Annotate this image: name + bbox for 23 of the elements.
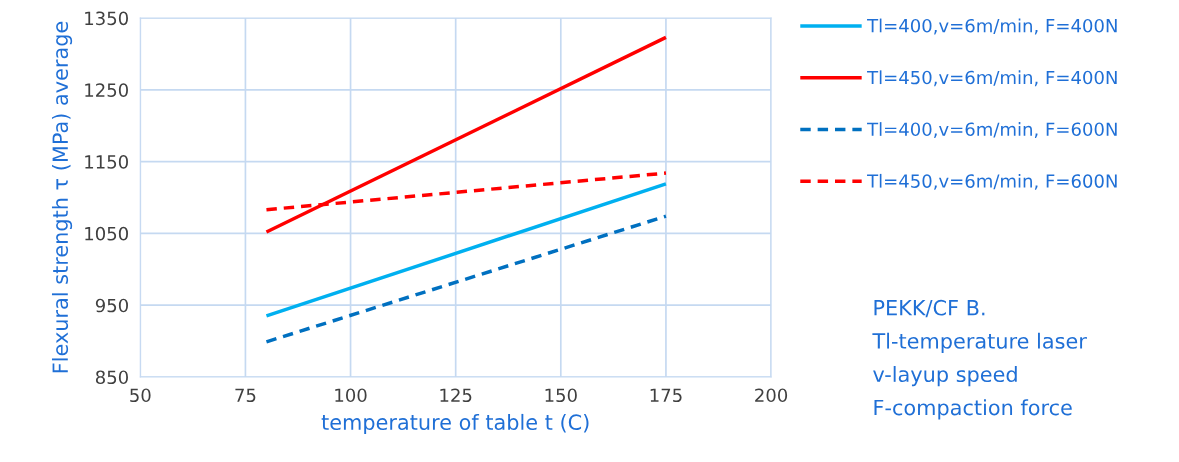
x-tick-label: 75 bbox=[235, 388, 256, 403]
x-tick-label: 125 bbox=[440, 388, 472, 403]
legend-label: Tl=450,v=6m/min, F=600N bbox=[867, 173, 1117, 190]
y-axis-title: Flexural strength τ (MPa) average bbox=[51, 21, 73, 373]
x-tick-label: 100 bbox=[335, 388, 367, 403]
text: F-compaction force bbox=[874, 399, 1072, 420]
y-tick-label: 1150 bbox=[85, 155, 128, 169]
y-tick-label: 1350 bbox=[85, 11, 128, 26]
x-tick-label: 50 bbox=[130, 388, 151, 403]
x-tick-label: 175 bbox=[650, 388, 682, 403]
y-tick-label: 850 bbox=[95, 370, 128, 385]
y-tick-label: 1250 bbox=[85, 83, 128, 97]
x-tick-label: 150 bbox=[545, 388, 577, 403]
legend-label: Tl=450,v=6m/min, F=400N bbox=[867, 70, 1117, 87]
text: Tl-temperature laser bbox=[872, 332, 1087, 353]
legend-label: Tl=400,v=6m/min, F=600N bbox=[867, 122, 1117, 138]
text: v-layup speed bbox=[873, 365, 1017, 387]
x-axis-title: temperature of table t (C) bbox=[321, 413, 589, 435]
text: PEKK/CF B. bbox=[874, 299, 985, 318]
x-tick-label: 200 bbox=[755, 388, 788, 403]
y-tick-label: 950 bbox=[95, 298, 128, 313]
y-tick-label: 1050 bbox=[85, 226, 128, 241]
legend-label: Tl=400,v=6m/min, F=400N bbox=[867, 18, 1117, 35]
